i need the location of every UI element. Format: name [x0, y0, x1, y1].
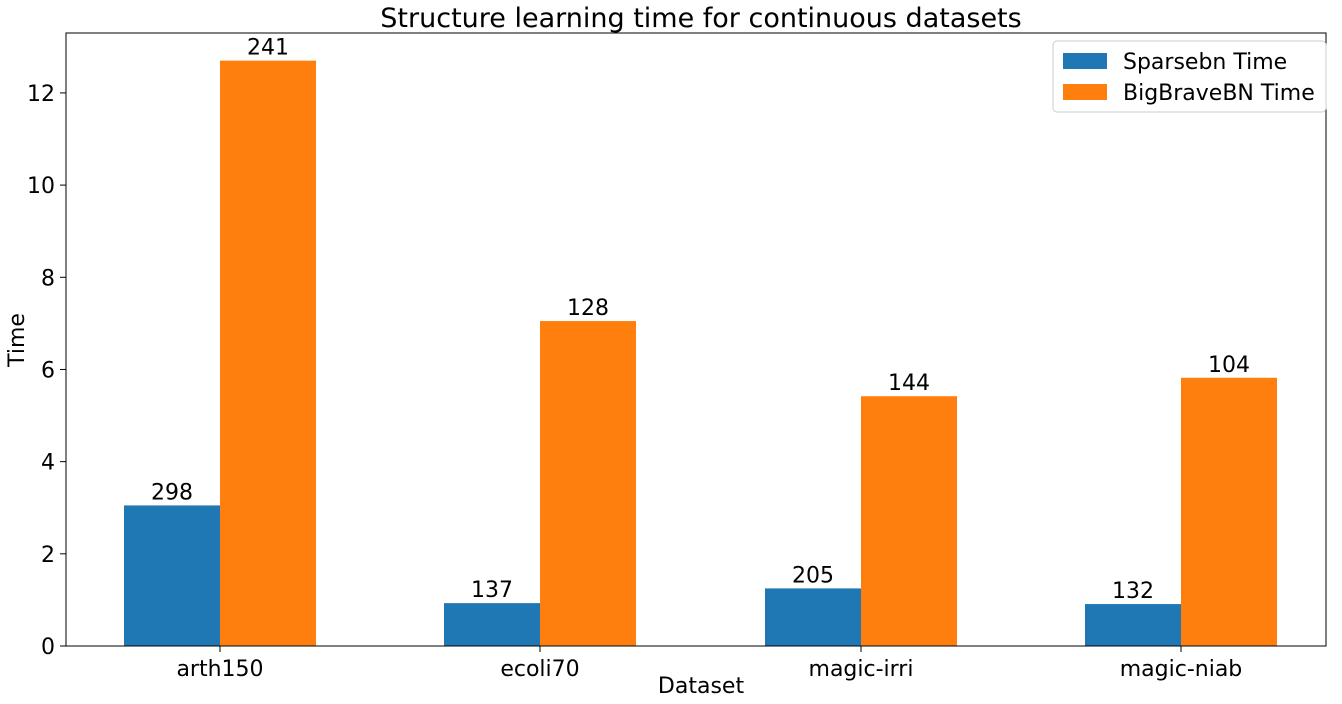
data-labels-layer: 298 241 137 128 205 144 132 104: [151, 36, 1250, 604]
y-axis-label: Time: [5, 313, 30, 368]
data-label-bigbravebn-magic-niab: 104: [1208, 353, 1250, 378]
x-tick-label-magic-irri: magic-irri: [809, 657, 914, 682]
y-tick-label-2: 2: [41, 543, 55, 568]
bar-bigbravebn-ecoli70: [540, 321, 636, 646]
data-label-bigbravebn-magic-irri: 144: [888, 371, 930, 396]
bar-sparsebn-magic-niab: [1085, 604, 1181, 646]
x-tick-label-ecoli70: ecoli70: [500, 657, 579, 682]
data-label-sparsebn-magic-irri: 205: [792, 563, 834, 588]
bar-sparsebn-arth150: [124, 505, 220, 646]
data-label-sparsebn-magic-niab: 132: [1112, 579, 1154, 604]
data-label-sparsebn-ecoli70: 137: [471, 578, 513, 603]
data-label-bigbravebn-arth150: 241: [247, 36, 289, 61]
legend-box: [1052, 40, 1327, 113]
x-axis-label: Dataset: [658, 674, 745, 699]
y-tick-label-0: 0: [41, 635, 55, 660]
bar-bigbravebn-arth150: [220, 60, 316, 647]
bar-bigbravebn-magic-irri: [861, 396, 957, 646]
y-tick-label-6: 6: [41, 358, 55, 383]
data-label-sparsebn-arth150: 298: [151, 480, 193, 505]
legend-label-bigbravebn: BigBraveBN Time: [1123, 81, 1315, 106]
bars-layer: [124, 60, 1277, 647]
legend-swatch-bigbravebn: [1063, 84, 1107, 100]
legend-label-sparsebn: Sparsebn Time: [1123, 50, 1287, 75]
legend-swatch-sparsebn: [1063, 53, 1107, 69]
y-tick-label-10: 10: [27, 174, 55, 199]
legend: Sparsebn Time BigBraveBN Time: [1052, 40, 1327, 113]
y-tick-label-12: 12: [27, 82, 55, 107]
plot-frame: [65, 32, 1327, 647]
bar-sparsebn-ecoli70: [444, 603, 540, 646]
x-tick-label-magic-niab: magic-niab: [1120, 657, 1243, 682]
x-tick-label-arth150: arth150: [176, 657, 263, 682]
data-label-bigbravebn-ecoli70: 128: [567, 296, 609, 321]
y-tick-label-4: 4: [41, 451, 55, 476]
chart-title: Structure learning time for continuous d…: [380, 3, 1021, 34]
bar-bigbravebn-magic-niab: [1181, 377, 1277, 646]
y-tick-label-8: 8: [41, 266, 55, 291]
y-axis-ticks: 0 2 4 6 8 10 12: [27, 82, 66, 660]
bar-sparsebn-magic-irri: [765, 588, 861, 646]
x-axis-ticks: arth150 ecoli70 magic-irri magic-niab: [176, 646, 1242, 682]
